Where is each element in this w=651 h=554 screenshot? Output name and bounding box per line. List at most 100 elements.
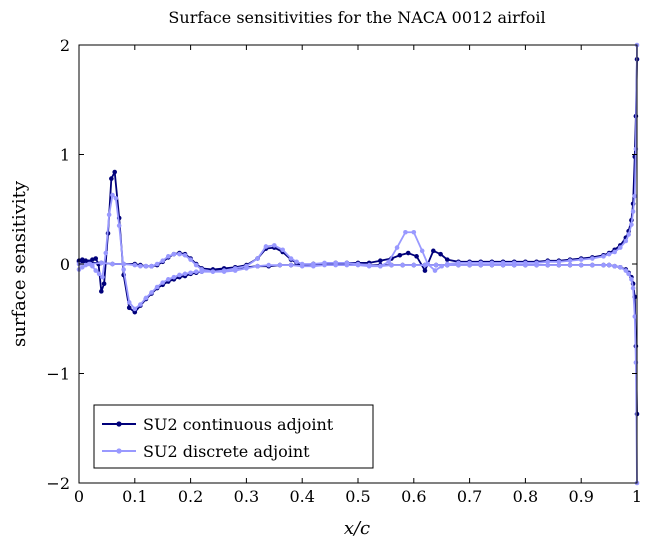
data-point <box>534 260 539 266</box>
data-point <box>277 262 283 268</box>
data-point <box>478 260 484 266</box>
data-point <box>171 251 177 257</box>
data-point <box>193 269 199 274</box>
data-point <box>431 248 436 254</box>
data-point <box>210 269 216 274</box>
data-point <box>456 260 461 266</box>
x-tick-label: 0.3 <box>234 487 259 506</box>
data-point <box>344 260 350 266</box>
data-point <box>511 260 517 266</box>
x-tick-label: 0.9 <box>568 487 593 506</box>
legend-marker-continuous <box>116 421 122 427</box>
data-point <box>411 229 417 235</box>
data-point <box>199 267 205 272</box>
data-point <box>93 256 99 261</box>
data-point <box>87 261 93 267</box>
data-point <box>143 263 149 269</box>
data-point <box>160 280 165 285</box>
data-point <box>590 262 595 268</box>
x-tick-label: 0 <box>74 487 84 506</box>
data-point <box>182 252 188 258</box>
data-point <box>432 268 438 273</box>
legend-marker-discrete <box>116 448 122 454</box>
legend: SU2 continuous adjoint SU2 discrete adjo… <box>93 404 374 469</box>
data-point <box>433 262 439 268</box>
y-tick-label: 2 <box>60 36 70 55</box>
data-point <box>411 262 417 268</box>
data-point <box>629 277 634 282</box>
series-discrete-adjoint <box>76 42 640 486</box>
data-point <box>438 251 443 257</box>
data-point <box>567 258 573 264</box>
data-point <box>255 256 260 261</box>
data-point <box>366 262 372 268</box>
data-point <box>489 260 495 266</box>
data-point <box>567 262 573 268</box>
data-point <box>299 261 305 267</box>
data-point <box>193 262 199 268</box>
data-point <box>630 285 636 291</box>
data-point <box>397 252 403 258</box>
data-point <box>165 254 171 259</box>
data-point <box>378 263 383 269</box>
data-point <box>182 271 188 277</box>
data-point <box>110 192 115 198</box>
data-point <box>422 268 428 273</box>
series-line <box>79 44 638 273</box>
data-point <box>160 258 165 264</box>
data-point <box>545 262 551 268</box>
y-tick-label: 0 <box>60 255 70 274</box>
data-point <box>288 256 294 261</box>
data-point <box>389 262 394 268</box>
data-point <box>606 262 612 268</box>
data-point <box>177 251 182 257</box>
data-point <box>126 305 132 311</box>
series-line <box>78 171 638 415</box>
data-point <box>177 272 182 278</box>
data-point <box>132 262 138 268</box>
data-point <box>110 261 115 267</box>
data-point <box>626 271 631 277</box>
data-point <box>556 259 562 265</box>
data-point <box>523 260 528 266</box>
data-point <box>263 244 269 249</box>
data-point <box>425 261 431 267</box>
data-point <box>154 261 160 267</box>
data-point <box>112 169 118 175</box>
data-point <box>99 289 104 294</box>
data-point <box>578 257 584 262</box>
x-tick-label: 0.2 <box>178 487 203 506</box>
data-point <box>623 238 629 244</box>
data-point <box>132 306 138 312</box>
data-point <box>103 250 109 256</box>
data-point <box>232 266 238 271</box>
data-point <box>101 281 107 287</box>
data-point <box>355 261 361 267</box>
data-point <box>322 260 327 266</box>
data-point <box>617 245 623 250</box>
x-tick-label: 0.6 <box>401 487 426 506</box>
data-point <box>255 263 260 269</box>
data-point <box>288 262 294 268</box>
data-point <box>311 261 316 267</box>
data-point <box>143 295 149 301</box>
x-tick-label: 1 <box>632 487 642 506</box>
data-point <box>414 254 419 259</box>
data-point <box>132 309 138 315</box>
y-axis-label: surface sensitivity <box>9 180 30 347</box>
y-tick-label: −1 <box>46 365 70 384</box>
data-point <box>623 268 629 273</box>
chart-title: Surface sensitivities for the NACA 0012 … <box>168 8 545 27</box>
data-point <box>556 262 562 268</box>
data-point <box>601 262 606 268</box>
data-point <box>612 263 617 269</box>
data-point <box>394 245 400 250</box>
data-point <box>171 274 177 280</box>
data-point <box>138 302 143 307</box>
data-point <box>113 196 119 201</box>
data-point <box>266 262 272 268</box>
data-point <box>109 176 114 181</box>
data-point <box>606 251 612 257</box>
